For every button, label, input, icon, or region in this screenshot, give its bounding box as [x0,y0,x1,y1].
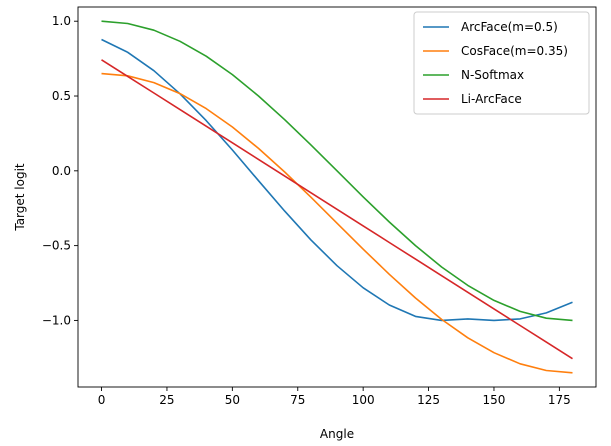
y-axis: 1.0 0.5 0.0 −0.5 −1.0 [42,14,78,327]
x-tick-label: 0 [98,393,106,407]
x-tick-label: 125 [417,393,440,407]
legend: ArcFace(m=0.5) CosFace(m=0.35) N-Softmax Li… [413,11,590,115]
y-axis-label: Target logit [13,163,27,232]
y-tick-label: 0.0 [52,164,71,178]
x-tick-label: 75 [290,393,305,407]
x-tick-label: 100 [352,393,375,407]
axes-frame [77,6,597,388]
legend-label-3: N-Softmax [461,68,524,82]
legend-box [413,11,590,115]
series-line-4 [101,59,573,360]
legend-label-4: Li-ArcFace [461,92,522,106]
x-axis-label: Angle [320,427,354,441]
x-axis: 0 25 50 75 100 125 150 175 [98,387,571,407]
y-tick-label: 0.5 [52,89,71,103]
series-line-3 [101,20,573,322]
series-line-2 [101,72,573,374]
axes-border [77,6,597,388]
x-tick-label: 150 [483,393,506,407]
x-tick-label: 25 [159,393,174,407]
legend-label-1: ArcFace(m=0.5) [461,20,558,34]
x-tick-label: 50 [225,393,240,407]
legend-label-2: CosFace(m=0.35) [461,44,568,58]
y-tick-label: −1.0 [42,313,71,327]
x-tick-label: 175 [548,393,571,407]
series-layer [101,20,573,374]
y-tick-label: −0.5 [42,239,71,253]
y-tick-label: 1.0 [52,14,71,28]
